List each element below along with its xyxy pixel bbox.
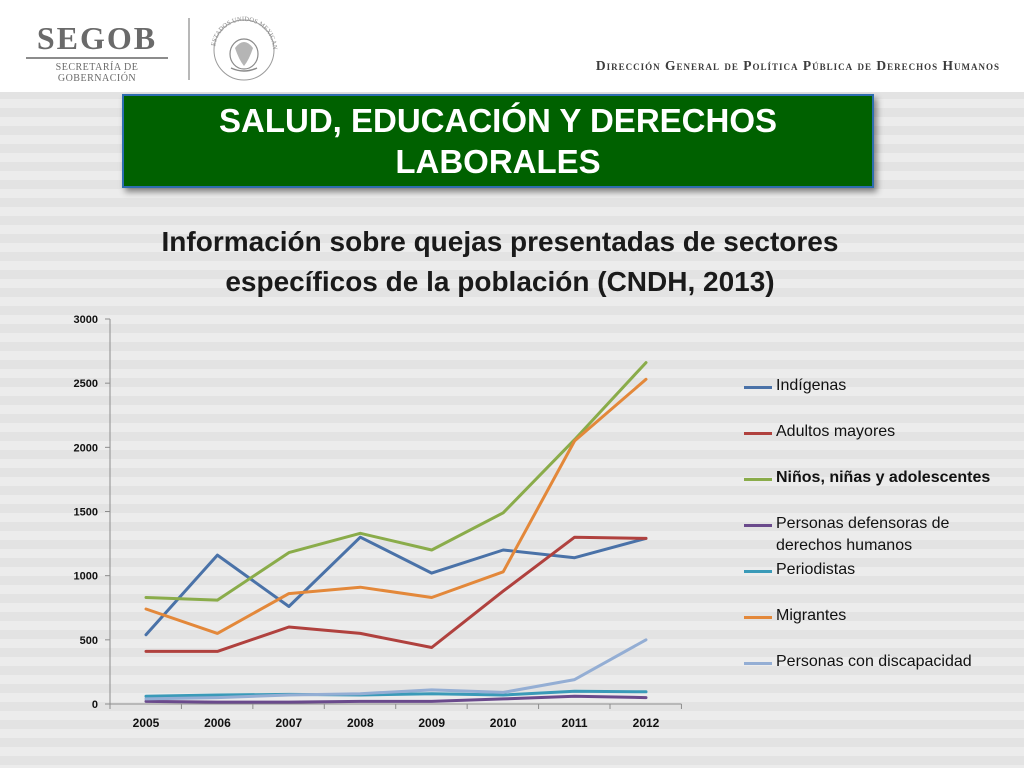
legend-swatch	[744, 478, 772, 481]
series-line-3	[144, 361, 648, 602]
y-tick-label: 1500	[74, 507, 98, 519]
legend-label: Personas defensoras de derechos humanos	[776, 515, 950, 554]
legend-swatch	[744, 432, 772, 435]
y-tick-label: 500	[80, 635, 98, 647]
series-line-6	[144, 377, 648, 635]
legend-label: Niños, niñas y adolescentes	[776, 469, 991, 486]
legend-swatch	[744, 524, 772, 527]
slide-title-line-1: SALUD, EDUCACIÓN Y DERECHOS	[218, 102, 778, 139]
chart-title-line-2: específicos de la población (CNDH, 2013)	[225, 266, 775, 297]
header: SEGOB SECRETARÍA DE GOBERNACIÓN ESTADOS …	[0, 0, 1024, 92]
y-tick-label: 3000	[74, 314, 98, 326]
slide-title: SALUD, EDUCACIÓN Y DERECHOS LABORALES	[218, 100, 778, 182]
legend-swatch	[744, 662, 772, 665]
legend-label: Indígenas	[776, 377, 847, 394]
segob-logo-subtitle: SECRETARÍA DE GOBERNACIÓN	[55, 62, 139, 84]
x-tick-label: 2005	[133, 716, 160, 730]
national-seal-icon: ESTADOS UNIDOS MEXICANOS	[205, 12, 278, 81]
y-tick-label: 2500	[74, 378, 98, 390]
y-tick-label: 0	[92, 699, 98, 711]
y-tick-label: 1000	[74, 571, 98, 583]
slide-title-box: SALUD, EDUCACIÓN Y DERECHOS LABORALES	[122, 94, 874, 188]
legend-swatch	[744, 570, 772, 573]
x-tick-label: 2008	[347, 716, 374, 730]
legend-label: Adultos mayores	[776, 423, 896, 440]
series-line-5	[144, 689, 648, 698]
line-chart: 0 500 1000 1500 2000 2500 3000 2005 2006 2007 2008…	[74, 314, 682, 730]
series-line-7	[144, 638, 648, 701]
segob-logo-text: SEGOB	[36, 20, 158, 56]
chart-title: Información sobre quejas presentadas de …	[100, 222, 900, 302]
legend-label: Personas con discapacidad	[776, 653, 972, 670]
series-line-4	[144, 694, 648, 704]
y-tick-label: 2000	[74, 442, 98, 454]
x-tick-label: 2010	[490, 716, 517, 730]
x-tick-label: 2006	[204, 716, 231, 730]
header-separator	[188, 18, 190, 80]
chart-title-line-1: Información sobre quejas presentadas de …	[161, 226, 839, 257]
series-line-2	[144, 535, 648, 653]
segob-logo: SEGOB SECRETARÍA DE GOBERNACIÓN	[22, 22, 172, 84]
legend-swatch	[744, 386, 772, 389]
x-tick-label: 2011	[562, 716, 588, 730]
department-name: Dirección General de Política Pública de…	[595, 58, 1000, 73]
x-tick-label: 2007	[276, 716, 303, 730]
legend-label: Migrantes	[776, 607, 847, 624]
x-tick-label: 2009	[418, 716, 445, 730]
logo-divider	[26, 57, 168, 59]
slide-title-line-2: LABORALES	[395, 143, 601, 180]
legend-label: Periodistas	[776, 561, 856, 578]
series-line-1	[144, 535, 648, 637]
x-tick-label: 2012	[633, 716, 660, 730]
legend-swatch	[744, 616, 772, 619]
